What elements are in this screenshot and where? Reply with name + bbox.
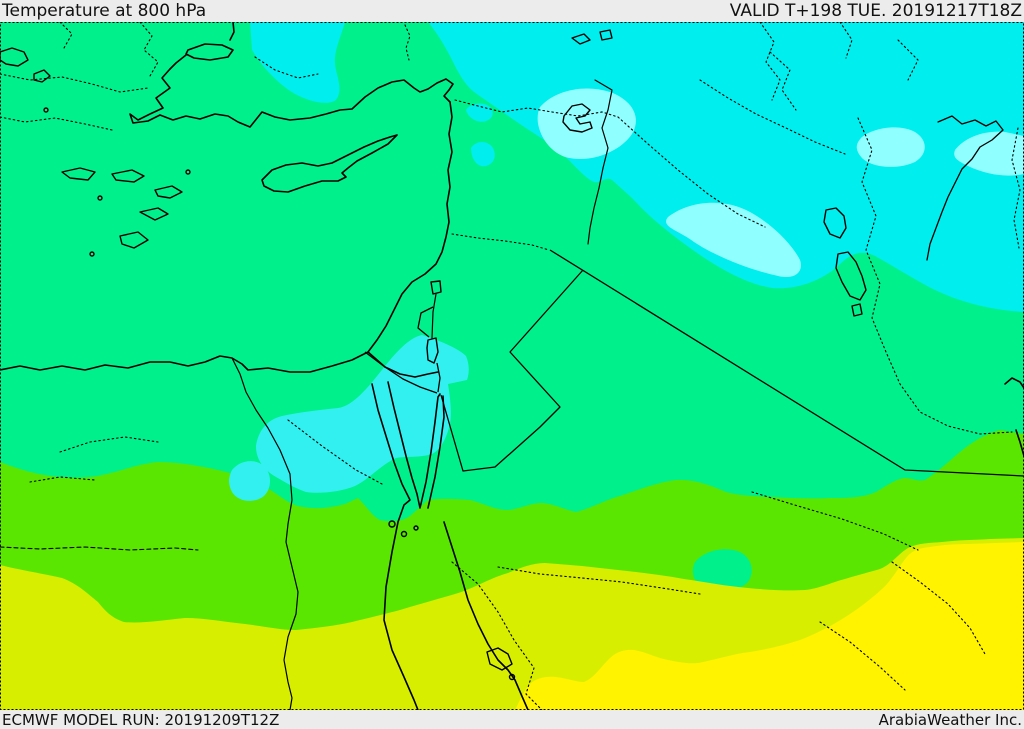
island bbox=[139, 207, 169, 221]
border-saudi-hejaz bbox=[451, 561, 543, 710]
nile-river bbox=[231, 357, 299, 710]
rivers bbox=[231, 79, 613, 710]
cyan-cairo-blob bbox=[229, 461, 270, 501]
lake-van bbox=[562, 103, 593, 133]
saudi-red-sea-coast bbox=[443, 521, 529, 710]
pale-patch-north-iraq bbox=[666, 202, 801, 278]
island-red-sea bbox=[486, 647, 513, 671]
border-syria-iraq bbox=[617, 116, 766, 228]
border-right-edge bbox=[1011, 127, 1021, 249]
anatolia-west-south-coast bbox=[129, 68, 454, 128]
islet bbox=[43, 107, 49, 113]
island bbox=[154, 185, 183, 199]
lakes bbox=[426, 29, 867, 364]
map-frame bbox=[0, 22, 1024, 710]
border-iran-iraq bbox=[857, 117, 1013, 435]
cyan-blob-west-syria-2 bbox=[471, 142, 495, 167]
border-west-bank bbox=[417, 306, 434, 338]
persian-gulf-tip-coast bbox=[1004, 377, 1024, 457]
border-saudi-interior bbox=[751, 491, 919, 551]
islet-red-sea bbox=[388, 520, 396, 528]
valid-time-label: VALID T+198 TUE. 20191217T18Z bbox=[729, 1, 1022, 21]
border-saudi-interior bbox=[497, 566, 701, 595]
border-syria-jordan bbox=[451, 233, 550, 251]
band-yellow bbox=[515, 542, 1024, 710]
lake-tharthar bbox=[835, 251, 867, 301]
border-caucasus bbox=[769, 51, 797, 111]
border-egypt-dashed bbox=[0, 546, 199, 551]
cyan-marmara-tongue bbox=[250, 22, 345, 103]
islet bbox=[185, 169, 191, 175]
footer-bar: ECMWF MODEL RUN: 20191209T12Z ArabiaWeat… bbox=[0, 710, 1024, 729]
pale-cyan-patches bbox=[537, 88, 1024, 278]
border-dotted bbox=[59, 22, 73, 49]
model-run-label: ECMWF MODEL RUN: 20191209T12Z bbox=[2, 710, 280, 729]
island bbox=[61, 167, 96, 181]
border-jordan-saudi bbox=[440, 269, 584, 472]
islet bbox=[97, 195, 103, 201]
border-dotted bbox=[404, 24, 411, 61]
euphrates-river bbox=[587, 79, 613, 245]
coastlines bbox=[0, 22, 1024, 710]
islet bbox=[89, 251, 95, 257]
pale-patch-east-turkey bbox=[856, 127, 925, 167]
border-saudi-interior bbox=[819, 621, 906, 691]
marmara-sea-outline bbox=[185, 43, 234, 61]
aras-ne-river-coast bbox=[926, 115, 1004, 261]
border-egypt-interior bbox=[59, 436, 159, 453]
border-caucasus bbox=[897, 39, 919, 81]
levant-egypt-coast bbox=[0, 101, 453, 373]
sea-of-galilee bbox=[430, 280, 442, 295]
spring-green-pocket bbox=[692, 549, 752, 593]
border-sinai-dotted bbox=[287, 419, 383, 485]
dotted-borders bbox=[0, 22, 1021, 710]
gulf-aqaba-east-coast bbox=[427, 395, 445, 509]
lake-sevan bbox=[571, 33, 591, 45]
border-saudi-interior bbox=[891, 561, 986, 655]
border-dotted bbox=[139, 22, 159, 77]
border-turkey-iraq bbox=[699, 79, 846, 155]
border-iraq-saudi bbox=[549, 249, 1024, 477]
islet-red-sea bbox=[508, 673, 516, 681]
credit-label: ArabiaWeather Inc. bbox=[878, 710, 1022, 729]
lake-small bbox=[851, 303, 863, 317]
border-dotted bbox=[0, 73, 149, 93]
pale-patch-lake-van bbox=[537, 88, 636, 160]
sinai-cold-patch-group bbox=[229, 335, 469, 501]
border-dotted bbox=[254, 56, 319, 79]
temperature-map bbox=[0, 22, 1024, 710]
pale-patch-ne-corner bbox=[954, 131, 1024, 176]
cyan-sinai-patch bbox=[256, 335, 469, 493]
border-turkey-syria bbox=[454, 99, 619, 118]
islet-red-sea bbox=[413, 525, 419, 531]
border-caucasus bbox=[759, 22, 781, 101]
bosporus-coast bbox=[229, 22, 235, 41]
border-dotted bbox=[0, 116, 113, 131]
solid-borders bbox=[364, 249, 1024, 477]
island bbox=[119, 231, 149, 249]
lake-mosul bbox=[823, 207, 847, 239]
header-bar: Temperature at 800 hPa VALID T+198 TUE. … bbox=[0, 0, 1024, 22]
sinai-peninsula-coast bbox=[387, 381, 441, 509]
dead-sea bbox=[426, 337, 439, 364]
island bbox=[111, 169, 145, 183]
dardanelles-coast bbox=[169, 54, 187, 70]
border-egypt-interior bbox=[29, 476, 96, 483]
lake-small-armenia bbox=[599, 29, 613, 41]
cyprus-outline bbox=[261, 134, 398, 193]
gulf-suez-west-red-sea-coast bbox=[371, 383, 419, 710]
jordan-river bbox=[431, 293, 437, 339]
border-israel-egypt bbox=[364, 351, 438, 394]
border-israel-jordan-south bbox=[436, 362, 441, 393]
islet-red-sea bbox=[400, 530, 408, 538]
map-title: Temperature at 800 hPa bbox=[2, 1, 207, 21]
